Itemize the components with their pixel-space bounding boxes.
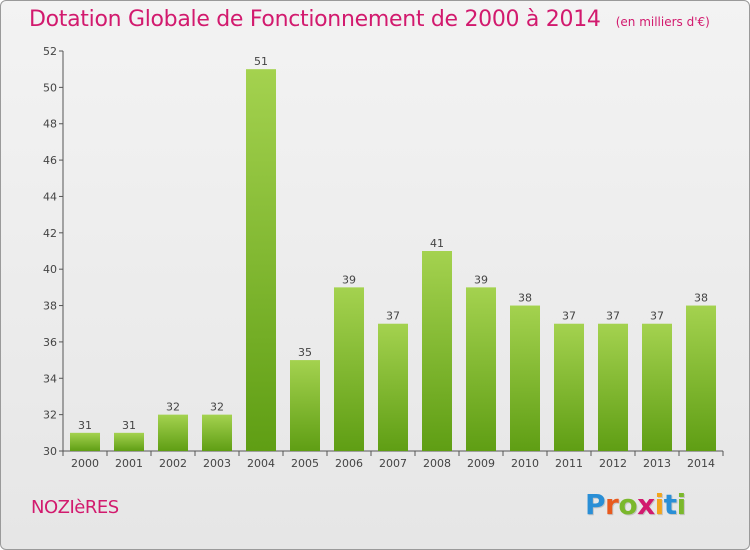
- data-label: 32: [210, 401, 224, 414]
- data-label: 37: [562, 310, 576, 323]
- bar-2012: [598, 323, 628, 451]
- x-tick-label: 2006: [335, 457, 363, 470]
- bar-2005: [290, 360, 320, 451]
- data-label: 39: [474, 273, 488, 286]
- bar-2003: [202, 414, 232, 451]
- logo-letter: o: [618, 488, 638, 521]
- y-tick-label: 36: [43, 336, 57, 349]
- x-tick-label: 2009: [467, 457, 495, 470]
- bar-2002: [158, 414, 188, 451]
- x-tick-label: 2007: [379, 457, 407, 470]
- chart-subtitle: (en milliers d'€): [615, 15, 710, 29]
- x-tick-label: 2003: [203, 457, 231, 470]
- x-tick-label: 2004: [247, 457, 275, 470]
- x-tick-label: 2000: [71, 457, 99, 470]
- bar-2006: [334, 287, 364, 451]
- data-label: 37: [650, 310, 664, 323]
- x-tick-label: 2011: [555, 457, 583, 470]
- data-label: 35: [298, 346, 312, 359]
- y-tick-label: 50: [43, 81, 57, 94]
- data-label: 39: [342, 273, 356, 286]
- bar-2009: [466, 287, 496, 451]
- data-label: 37: [606, 310, 620, 323]
- x-tick-label: 2005: [291, 457, 319, 470]
- y-tick-label: 34: [43, 372, 57, 385]
- x-tick-label: 2013: [643, 457, 671, 470]
- bar-2001: [114, 432, 144, 451]
- title-row: Dotation Globale de Fonctionnement de 20…: [29, 7, 710, 32]
- logo-letter: x: [637, 488, 655, 521]
- bars-group: [70, 69, 716, 451]
- labels-group: 2000 31 2001 31 2002 32 2003 32 2004 51 2005 35 2006…: [71, 55, 715, 470]
- y-tick-label: 46: [43, 154, 57, 167]
- bar-2013: [642, 323, 672, 451]
- logo-letter: i: [654, 488, 665, 521]
- data-label: 41: [430, 237, 444, 250]
- data-label: 32: [166, 401, 180, 414]
- data-label: 31: [122, 419, 136, 432]
- y-tick-label: 40: [43, 263, 57, 276]
- x-tick-label: 2010: [511, 457, 539, 470]
- bar-2014: [686, 305, 716, 451]
- data-label: 38: [518, 292, 532, 305]
- proxiti-logo[interactable]: Proxiti: [585, 488, 686, 521]
- logo-letter: r: [605, 488, 619, 521]
- y-tick-label: 48: [43, 118, 57, 131]
- chart-title: Dotation Globale de Fonctionnement de 20…: [29, 7, 601, 32]
- bar-2004: [246, 69, 276, 451]
- x-tick-label: 2014: [687, 457, 715, 470]
- data-label: 37: [386, 310, 400, 323]
- x-tick-label: 2001: [115, 457, 143, 470]
- y-tick-label: 32: [43, 409, 57, 422]
- bar-2008: [422, 251, 452, 451]
- y-tick-label: 38: [43, 300, 57, 313]
- y-tick-label: 52: [43, 45, 57, 58]
- y-tick-label: 30: [43, 445, 57, 458]
- data-label: 31: [78, 419, 92, 432]
- logo-letter: i: [676, 488, 687, 521]
- logo-letter: t: [663, 488, 677, 521]
- data-label: 51: [254, 55, 268, 68]
- bar-2000: [70, 432, 100, 451]
- bar-2007: [378, 323, 408, 451]
- y-tick-label: 44: [43, 190, 57, 203]
- bar-2010: [510, 305, 540, 451]
- x-tick-label: 2008: [423, 457, 451, 470]
- x-tick-label: 2002: [159, 457, 187, 470]
- axes: 30 32 34 36 38 40 42 44 46 48 50 52: [43, 45, 724, 458]
- town-name: NOZIèRES: [31, 497, 119, 518]
- bar-2011: [554, 323, 584, 451]
- data-label: 38: [694, 292, 708, 305]
- logo-letter: P: [585, 488, 606, 521]
- y-tick-label: 42: [43, 227, 57, 240]
- x-tick-label: 2012: [599, 457, 627, 470]
